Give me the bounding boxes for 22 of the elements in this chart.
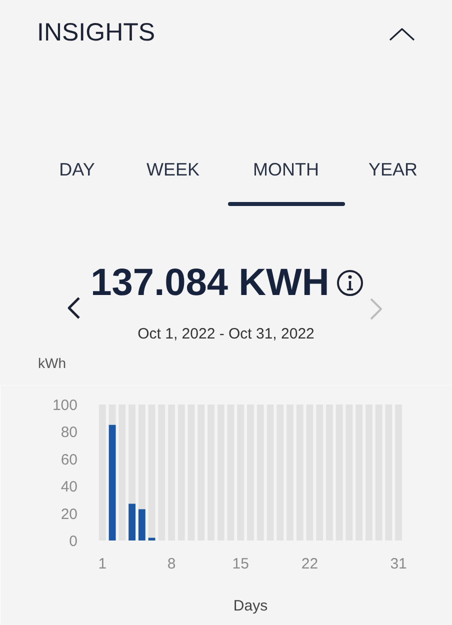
text: INSIGHTS (37, 18, 156, 48)
text: WEEK (146, 160, 200, 180)
y-axis-title: kWh (38, 354, 66, 372)
y-tick-label: 40 (60, 478, 78, 496)
text: MONTH (253, 160, 319, 180)
chart-title: 137.084 KWH (90, 262, 330, 306)
y-tick-label: 80 (60, 424, 78, 442)
x-axis-title: Days (233, 598, 268, 614)
x-tick-label: 1 (98, 556, 107, 572)
x-tick-label: 31 (390, 556, 407, 572)
x-tick-label: 15 (232, 556, 249, 572)
y-tick-label: 20 (60, 506, 78, 523)
y-tick-label: 100 (52, 397, 78, 414)
y-tick-label: 60 (60, 451, 78, 468)
chart-subtitle: Oct 1, 2022 - Oct 31, 2022 (138, 325, 314, 343)
x-tick-label: 22 (301, 556, 318, 572)
bar (128, 504, 136, 540)
text: DAY (59, 160, 95, 180)
text: YEAR (368, 160, 418, 180)
bar (138, 509, 146, 540)
y-tick-label: 0 (69, 533, 78, 550)
x-tick-label: 8 (167, 556, 176, 572)
